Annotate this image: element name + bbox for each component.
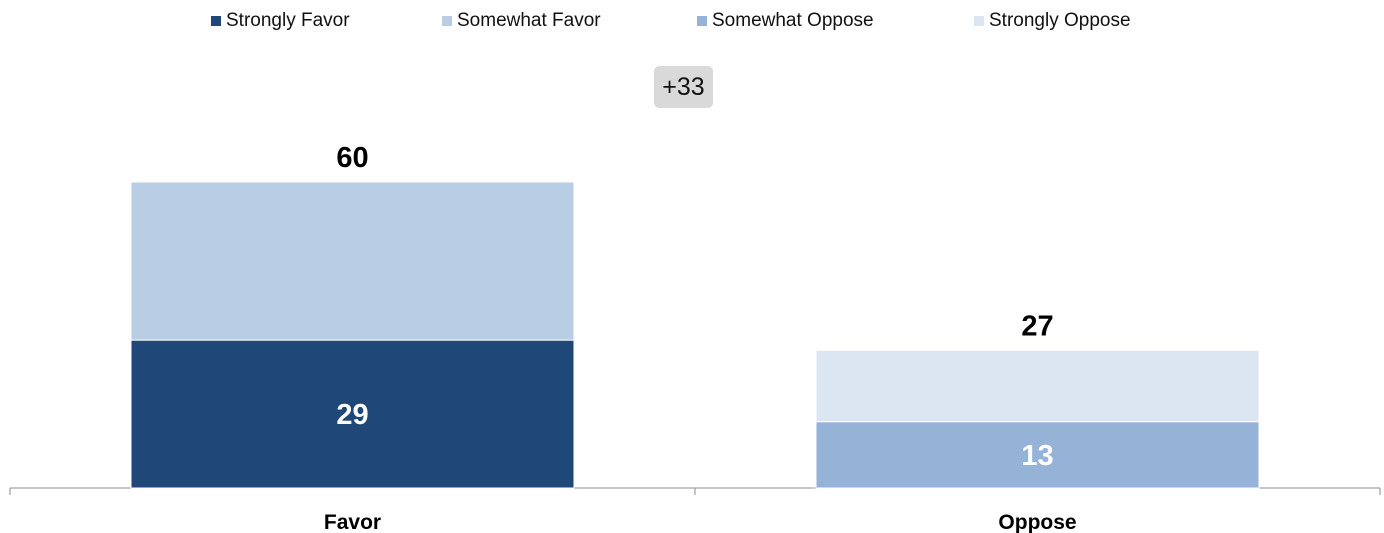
net-difference-badge: +33 (654, 66, 713, 108)
net-difference-value: +33 (662, 72, 705, 101)
legend-swatch (974, 16, 984, 26)
legend-swatch (442, 16, 452, 26)
bar-segment-strongly-oppose (815, 349, 1260, 423)
legend-item-somewhat-oppose: Somewhat Oppose (697, 10, 874, 32)
legend-swatch (697, 16, 707, 26)
x-category-label: Favor (324, 511, 381, 533)
legend-label: Strongly Favor (226, 10, 350, 31)
chart-legend: Strongly Favor Somewhat Favor Somewhat O… (0, 10, 1384, 40)
legend-item-strongly-favor: Strongly Favor (211, 10, 350, 32)
bar-total-label: 60 (336, 142, 368, 174)
bar-segment-somewhat-favor (130, 181, 575, 341)
legend-item-somewhat-favor: Somewhat Favor (442, 10, 601, 32)
bar-segment-value-label: 13 (1021, 440, 1053, 472)
legend-label: Strongly Oppose (989, 10, 1131, 31)
bar-segment-value-label: 29 (336, 399, 368, 431)
legend-label: Somewhat Favor (457, 10, 601, 31)
legend-swatch (211, 16, 221, 26)
legend-label: Somewhat Oppose (712, 10, 874, 31)
legend-item-strongly-oppose: Strongly Oppose (974, 10, 1131, 32)
x-category-label: Oppose (998, 511, 1076, 533)
bar-total-label: 27 (1021, 310, 1053, 342)
